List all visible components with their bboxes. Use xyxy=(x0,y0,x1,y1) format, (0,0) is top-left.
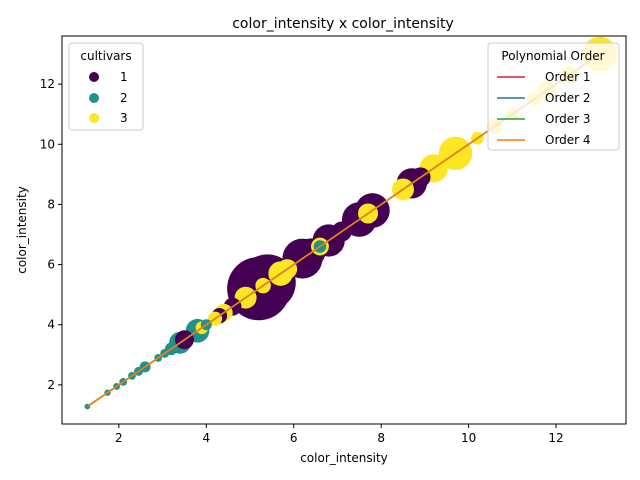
x-tick-label: 12 xyxy=(548,431,563,445)
cultivar-legend-marker-2 xyxy=(89,93,99,103)
y-tick-label: 4 xyxy=(47,318,55,332)
polynomial-legend-title: Polynomial Order xyxy=(501,49,604,63)
y-tick-label: 6 xyxy=(47,258,55,272)
cultivar-legend: cultivars 1 2 3 xyxy=(68,42,144,131)
x-tick-label: 4 xyxy=(202,431,210,445)
cultivar-legend-label-2: 2 xyxy=(120,91,128,105)
polynomial-legend-label-1: Order 1 xyxy=(545,70,591,84)
x-tick-label: 2 xyxy=(115,431,123,445)
x-axis-label: color_intensity xyxy=(300,451,388,465)
x-tick-label: 10 xyxy=(461,431,476,445)
y-tick-label: 10 xyxy=(40,137,55,151)
chart-title: color_intensity x color_intensity xyxy=(232,16,454,32)
cultivar-legend-title: cultivars xyxy=(80,49,131,63)
x-axis-ticks: 2 4 6 8 10 12 xyxy=(115,424,564,445)
cultivar-legend-marker-3 xyxy=(89,113,99,123)
x-tick-label: 8 xyxy=(377,431,385,445)
y-axis-ticks: 2 4 6 8 10 12 xyxy=(40,77,62,392)
x-tick-label: 6 xyxy=(290,431,298,445)
cultivar-legend-marker-1 xyxy=(89,72,99,82)
polynomial-legend-label-4: Order 4 xyxy=(545,133,591,147)
polynomial-legend-label-3: Order 3 xyxy=(545,112,591,126)
y-axis-label: color_intensity xyxy=(15,186,29,274)
plot-frame xyxy=(61,35,627,425)
y-tick-label: 8 xyxy=(47,197,55,211)
y-tick-label: 2 xyxy=(47,378,55,392)
cultivar-legend-label-1: 1 xyxy=(120,70,128,84)
cultivar-legend-box xyxy=(68,42,144,131)
polynomial-legend-box xyxy=(487,42,620,151)
polynomial-legend-label-2: Order 2 xyxy=(545,91,591,105)
y-tick-label: 12 xyxy=(40,77,55,91)
cultivar-legend-label-3: 3 xyxy=(120,111,128,125)
polynomial-legend: Polynomial Order Order 1 Order 2 Order 3… xyxy=(487,42,620,151)
scatter-points xyxy=(84,36,618,410)
